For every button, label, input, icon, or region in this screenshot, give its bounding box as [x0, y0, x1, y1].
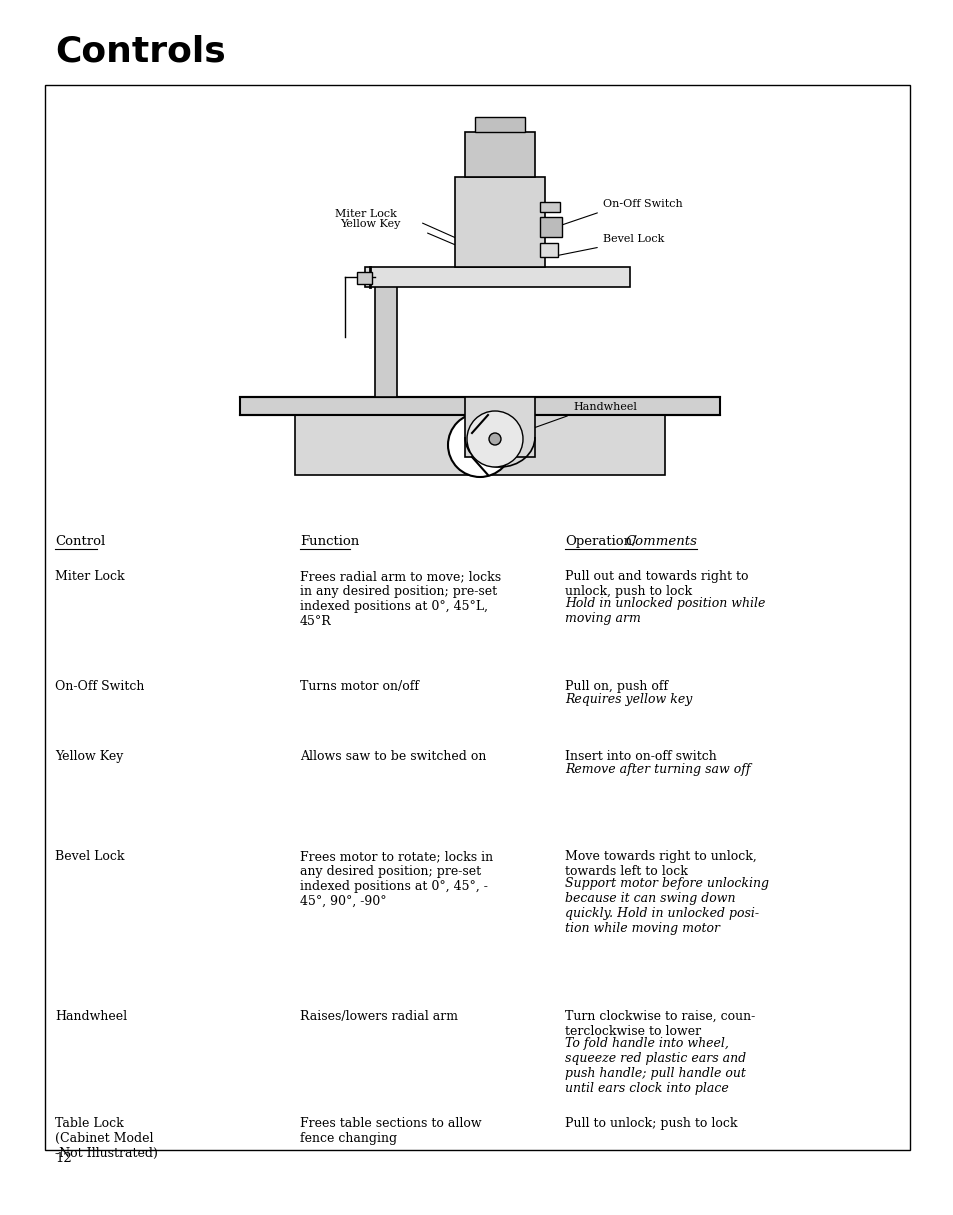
Text: Handwheel: Handwheel [573, 402, 637, 412]
Text: Comments: Comments [624, 535, 696, 548]
Bar [240, 397, 720, 416]
Text: Table Lock
(Cabinet Model
-Not Illustrated): Table Lock (Cabinet Model -Not Illustrat… [55, 1117, 157, 1160]
Text: Turn clockwise to raise, coun-
terclockwise to lower: Turn clockwise to raise, coun- terclockw… [564, 1010, 755, 1038]
Text: Pull on, push off: Pull on, push off [564, 680, 667, 693]
Bar [539, 243, 558, 258]
Text: Frees radial arm to move; locks
in any desired position; pre-set
indexed positio: Frees radial arm to move; locks in any d… [299, 570, 500, 628]
Text: Hold in unlocked position while
moving arm: Hold in unlocked position while moving a… [564, 597, 764, 625]
Text: Frees motor to rotate; locks in
any desired position; pre-set
indexed positions : Frees motor to rotate; locks in any desi… [299, 850, 493, 908]
Text: On-Off Switch: On-Off Switch [55, 680, 144, 693]
Text: Pull to unlock; push to lock: Pull to unlock; push to lock [564, 1117, 737, 1130]
Text: 12: 12 [55, 1152, 71, 1165]
Text: Yellow Key: Yellow Key [55, 750, 123, 763]
Text: Move towards right to unlock,
towards left to lock: Move towards right to unlock, towards le… [564, 850, 756, 878]
Text: Turns motor on/off: Turns motor on/off [299, 680, 418, 693]
Text: Operation/: Operation/ [564, 535, 636, 548]
Text: Pull out and towards right to
unlock, push to lock: Pull out and towards right to unlock, pu… [564, 570, 748, 598]
Bar [455, 177, 544, 267]
Bar [356, 272, 372, 284]
Circle shape [489, 433, 500, 445]
Text: Miter Lock: Miter Lock [55, 570, 125, 583]
Text: Insert into on-off switch: Insert into on-off switch [564, 750, 716, 763]
Bar [294, 416, 664, 475]
Text: On-Off Switch: On-Off Switch [602, 199, 682, 209]
Bar [475, 117, 524, 132]
Text: Bevel Lock: Bevel Lock [602, 234, 663, 244]
Text: Raises/lowers radial arm: Raises/lowers radial arm [299, 1010, 457, 1023]
Text: Requires yellow key: Requires yellow key [564, 694, 692, 706]
Bar [539, 217, 561, 237]
Bar [539, 202, 559, 211]
Text: Bevel Lock: Bevel Lock [55, 850, 125, 863]
Bar [464, 397, 535, 457]
Text: Allows saw to be switched on: Allows saw to be switched on [299, 750, 486, 763]
Text: Miter Lock: Miter Lock [335, 209, 396, 219]
Bar [375, 277, 396, 397]
Bar [365, 267, 629, 287]
Text: Control: Control [55, 535, 105, 548]
Circle shape [448, 413, 512, 477]
Text: Yellow Key: Yellow Key [339, 219, 400, 228]
Text: Frees table sections to allow
fence changing: Frees table sections to allow fence chan… [299, 1117, 481, 1145]
Text: To fold handle into wheel,
squeeze red plastic ears and
push handle; pull handle: To fold handle into wheel, squeeze red p… [564, 1036, 745, 1095]
Bar [464, 132, 535, 177]
Bar [45, 85, 909, 1151]
Text: Support motor before unlocking
because it can swing down
quickly. Hold in unlock: Support motor before unlocking because i… [564, 877, 768, 936]
Circle shape [467, 411, 522, 467]
Text: Handwheel: Handwheel [55, 1010, 127, 1023]
Text: Function: Function [299, 535, 359, 548]
Circle shape [468, 433, 492, 457]
Text: Controls: Controls [55, 35, 226, 69]
Text: Remove after turning saw off: Remove after turning saw off [564, 763, 750, 776]
